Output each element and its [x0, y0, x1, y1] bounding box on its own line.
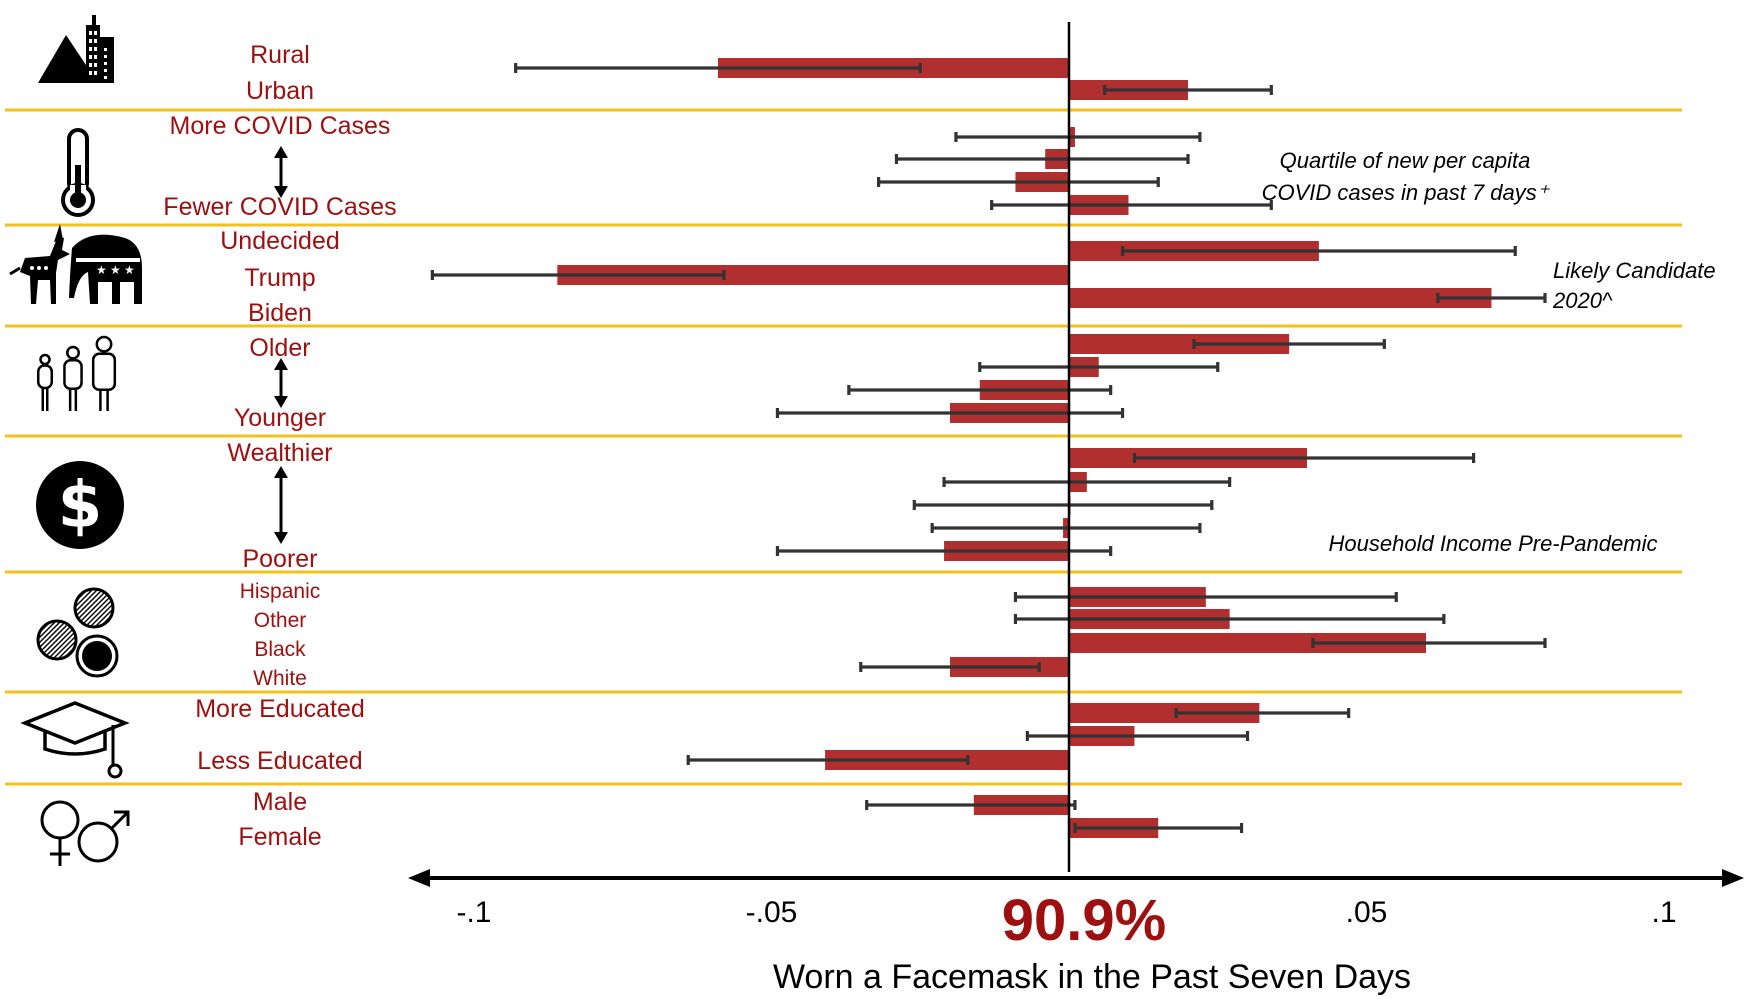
- arrow-head-icon: [274, 186, 288, 198]
- dollar-icon: $: [36, 461, 124, 549]
- x-tick-label: .1: [1651, 896, 1676, 929]
- arrow-head-icon: [274, 146, 288, 158]
- svg-text:★: ★: [124, 263, 135, 277]
- category-label: Wealthier: [227, 439, 332, 467]
- bar: [557, 265, 1069, 285]
- group-note: Household Income Pre-Pandemic: [1329, 531, 1658, 556]
- arrow-head-icon: [274, 396, 288, 408]
- icons-layer: ★ ★ ★$: [9, 15, 142, 866]
- bar: [1069, 334, 1290, 354]
- svg-text:★: ★: [110, 263, 121, 277]
- bar: [1069, 633, 1426, 653]
- thermometer-icon: [61, 128, 95, 217]
- arrow-head-icon: [274, 532, 288, 544]
- category-label: Male: [253, 788, 307, 816]
- baseline-percent-label: 90.9%: [1002, 888, 1166, 953]
- category-label: Poorer: [242, 545, 317, 573]
- category-label: Biden: [248, 299, 312, 327]
- graduation-cap-icon: [20, 701, 130, 779]
- arrow-head-icon: [274, 358, 288, 370]
- category-label: More Educated: [195, 695, 365, 723]
- category-label: White: [253, 667, 307, 690]
- svg-text:$: $: [58, 469, 103, 543]
- category-label: Hispanic: [240, 580, 321, 603]
- bar: [1069, 288, 1492, 308]
- bar: [1069, 703, 1260, 723]
- category-label: Black: [254, 638, 306, 661]
- group-note: COVID cases in past 7 days⁺: [1262, 180, 1551, 205]
- category-label: Trump: [244, 264, 315, 292]
- category-label: Younger: [234, 404, 326, 432]
- category-labels: Rural Urban More COVID Cases Fewer COVID Ca…: [163, 41, 396, 851]
- axis-arrow-right-icon: [1722, 869, 1744, 887]
- category-label: Less Educated: [197, 747, 362, 775]
- bars-layer: [557, 58, 1492, 838]
- x-axis: -.1 -.05 .05 .1: [408, 869, 1744, 929]
- x-tick-label: -.05: [746, 896, 798, 929]
- group-note: 2020^: [1552, 288, 1613, 313]
- category-label: Older: [249, 334, 310, 362]
- group-note: Likely Candidate: [1553, 258, 1716, 283]
- race-circles-icon: [36, 587, 119, 678]
- group-note: Quartile of new per capita: [1280, 148, 1531, 173]
- category-label: Rural: [250, 41, 310, 69]
- x-tick-label: -.1: [456, 896, 491, 929]
- group-separators: [5, 108, 1682, 786]
- rural-urban-icon: [38, 15, 114, 83]
- group-notes: Quartile of new per capita COVID cases in…: [1262, 148, 1716, 556]
- category-label: Urban: [246, 77, 314, 105]
- axis-arrow-left-icon: [408, 869, 430, 887]
- category-label: Other: [254, 609, 307, 632]
- category-label: More COVID Cases: [170, 112, 391, 140]
- errorbars-layer: [430, 63, 1547, 833]
- x-tick-label: .05: [1346, 896, 1388, 929]
- gender-icon: [40, 800, 130, 866]
- family-icon: [37, 335, 117, 411]
- category-label: Female: [238, 823, 321, 851]
- x-axis-title: Worn a Facemask in the Past Seven Days: [773, 958, 1411, 996]
- svg-text:★: ★: [96, 263, 107, 277]
- arrow-head-icon: [274, 466, 288, 478]
- category-label: Undecided: [220, 227, 340, 255]
- donkey-elephant-icon: ★ ★ ★: [9, 224, 142, 304]
- category-label: Fewer COVID Cases: [163, 193, 396, 221]
